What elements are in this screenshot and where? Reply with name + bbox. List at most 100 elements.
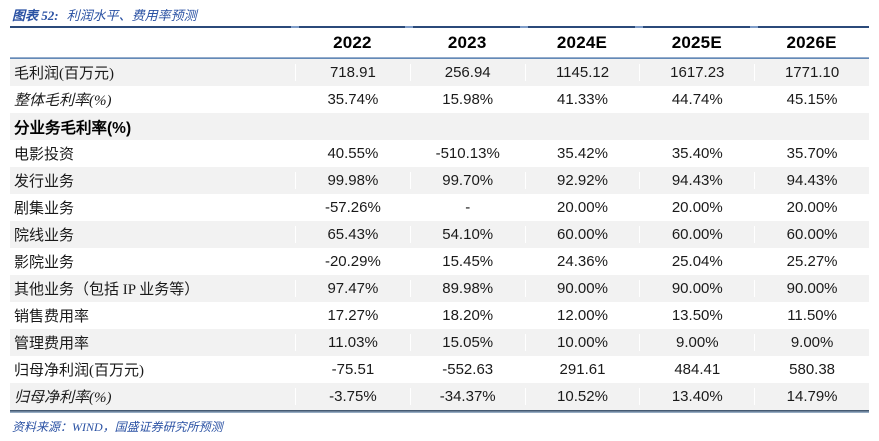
row-label: 院线业务 [14,228,75,244]
table-cell: 25.27% [754,253,869,270]
figure-number-label: 图表 52: [12,8,59,23]
table-cell: 90.00% [639,280,754,297]
table-row-cinema-chain: 院线业务 65.43% 54.10% 60.00% 60.00% 60.00% [10,221,869,248]
table-cell: -34.37% [409,388,525,405]
row-label: 归母净利率(%) [14,390,112,406]
table-cell: 97.47% [295,280,410,297]
table-row-segment-margin-header: 分业务毛利率(%) [10,113,869,140]
table-cell: 12.00% [524,307,640,324]
table-cell: 11.50% [754,307,869,324]
row-label: 其他业务（包括 IP 业务等） [14,282,200,298]
table-cell: 9.00% [639,334,754,351]
table-cell: 17.27% [295,307,410,324]
table-cell: 94.43% [639,172,754,189]
table-cell: 15.98% [409,91,525,108]
row-label: 管理费用率 [14,336,90,352]
table-cell: - [409,199,525,216]
row-label: 影院业务 [14,255,75,271]
table-row-other-business: 其他业务（包括 IP 业务等） 97.47% 89.98% 90.00% 90.… [10,275,869,302]
table-bottom-rule [10,410,869,413]
table-cell: 99.70% [409,172,525,189]
table-cell: 1617.23 [639,64,754,81]
table-cell: 291.61 [524,361,640,378]
header-divider-rule [10,57,869,59]
table-cell: 10.52% [524,388,640,405]
figure-title-line: 图表 52: 利润水平、费用率预测 [10,5,869,24]
table-cell: 60.00% [524,226,640,243]
column-tick [520,26,528,28]
table-cell: 35.40% [639,145,754,162]
table-cell: 65.43% [295,226,410,243]
row-label: 电影投资 [14,147,75,163]
table-cell: 20.00% [754,199,869,216]
row-label: 发行业务 [14,174,75,190]
table-cell: 718.91 [295,64,410,81]
table-cell: 15.45% [409,253,525,270]
table-top-rule [10,26,869,28]
table-row-overall-gross-margin: 整体毛利率(%) 35.74% 15.98% 41.33% 44.74% 45.… [10,86,869,113]
column-header-2022: 2022 [333,32,372,52]
table-cell: 15.05% [409,334,525,351]
table-row-distribution: 发行业务 99.98% 99.70% 92.92% 94.43% 94.43% [10,167,869,194]
column-tick [750,26,758,28]
table-cell: 35.42% [524,145,640,162]
table-cell: 89.98% [409,280,525,297]
table-cell: 35.74% [295,91,410,108]
table-cell: 1771.10 [754,64,869,81]
table-cell: 99.98% [295,172,410,189]
table-cell: 92.92% [524,172,640,189]
table-row-theater: 影院业务 -20.29% 15.45% 24.36% 25.04% 25.27% [10,248,869,275]
column-header-2025e: 2025E [671,32,722,52]
table-cell: 484.41 [639,361,754,378]
row-label: 整体毛利率(%) [14,93,112,109]
table-cell: -3.75% [295,388,410,405]
table-cell: -57.26% [295,199,410,216]
table-cell: 35.70% [754,145,869,162]
table-cell: 60.00% [754,226,869,243]
table-cell: 20.00% [639,199,754,216]
section-header-label: 分业务毛利率(%) [14,119,132,137]
table-row-gross-profit: 毛利润(百万元) 718.91 256.94 1145.12 1617.23 1… [10,59,869,86]
column-header-2023: 2023 [447,32,487,52]
table-cell: 40.55% [295,145,410,162]
table-cell: 94.43% [754,172,869,189]
table-cell: 10.00% [524,334,640,351]
source-note: 资料来源：WIND，国盛证券研究所预测 [12,420,223,434]
table-cell: 45.15% [754,91,869,108]
column-header-2024e: 2024E [556,32,608,52]
table-row-selling-expense-ratio: 销售费用率 17.27% 18.20% 12.00% 13.50% 11.50% [10,302,869,329]
table-cell: -552.63 [409,361,525,378]
table-cell: 14.79% [754,388,869,405]
table-row-film-investment: 电影投资 40.55% -510.13% 35.42% 35.40% 35.70… [10,140,869,167]
column-tick [405,26,413,28]
table-row-net-margin: 归母净利率(%) -3.75% -34.37% 10.52% 13.40% 14… [10,383,869,410]
table-cell: 9.00% [754,334,869,351]
table-cell: 90.00% [524,280,640,297]
table-cell: 13.50% [639,307,754,324]
table-cell: 24.36% [524,253,640,270]
table-cell: 580.38 [754,361,869,378]
table-cell: 13.40% [639,388,754,405]
column-header-2026e: 2026E [786,32,837,52]
row-label: 毛利润(百万元) [14,66,114,82]
table-cell: 54.10% [409,226,525,243]
row-label: 剧集业务 [14,201,75,217]
table-cell: -20.29% [295,253,410,270]
table-cell: 41.33% [524,91,640,108]
table-cell: -510.13% [409,145,525,162]
table-header-row: 2022 2023 2024E 2025E 2026E [10,28,869,57]
column-tick [635,26,643,28]
table-cell: 11.03% [295,334,410,351]
figure-title: 利润水平、费用率预测 [66,8,197,23]
row-label: 销售费用率 [14,309,90,325]
column-tick [291,26,299,28]
figure-exhibit: 图表 52: 利润水平、费用率预测 2022 2023 2024E 2025E … [10,5,869,435]
table-cell: 90.00% [754,280,869,297]
table-row-drama-series: 剧集业务 -57.26% - 20.00% 20.00% 20.00% [10,194,869,221]
table-cell: 18.20% [409,307,525,324]
table-cell: -75.51 [295,361,410,378]
table-cell: 60.00% [639,226,754,243]
table-cell: 25.04% [639,253,754,270]
forecast-table-body: 毛利润(百万元) 718.91 256.94 1145.12 1617.23 1… [10,59,869,410]
row-label: 归母净利润(百万元) [14,363,144,379]
